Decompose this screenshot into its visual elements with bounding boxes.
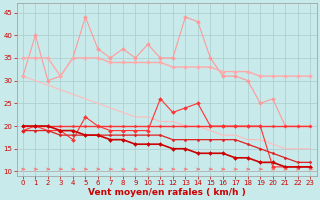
X-axis label: Vent moyen/en rafales ( km/h ): Vent moyen/en rafales ( km/h ) bbox=[88, 188, 245, 197]
